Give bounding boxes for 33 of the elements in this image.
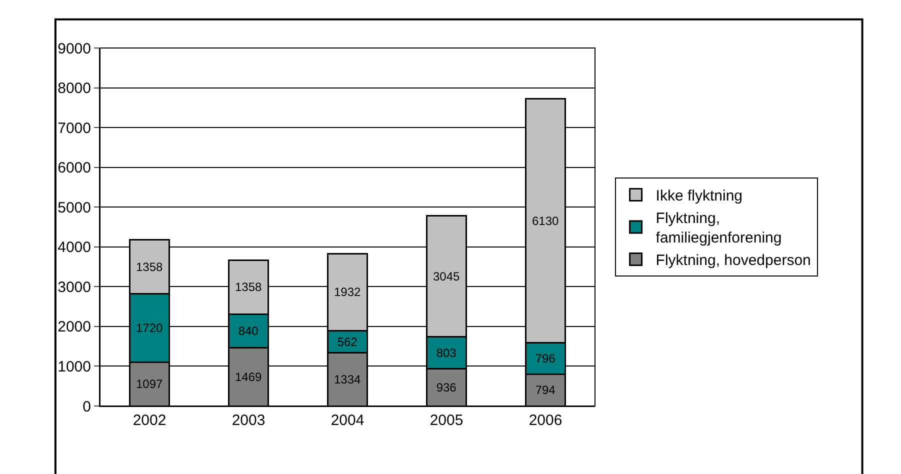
data-label: 1358 (136, 260, 164, 274)
y-tick-label: 6000 (58, 160, 91, 177)
data-label: 562 (337, 334, 358, 349)
y-tick-label: 9000 (58, 40, 91, 58)
x-tick-label: 2002 (132, 412, 166, 429)
legend-label: Flyktning, familiegjenforening (656, 210, 782, 247)
legend-label: Ikke flyktning (656, 188, 743, 205)
data-label: 1334 (334, 372, 362, 386)
data-label: 3045 (432, 269, 460, 284)
data-label: 1097 (136, 377, 164, 392)
data-label: 6130 (532, 214, 560, 228)
x-tick-label: 2006 (528, 412, 562, 429)
y-tick-label: 4000 (58, 239, 91, 256)
y-tick-label: 3000 (58, 278, 91, 296)
data-label: 1358 (234, 280, 262, 294)
y-tick-label: 7000 (58, 120, 91, 137)
data-label: 1932 (334, 285, 362, 300)
y-tick-label: 1000 (58, 358, 91, 376)
data-label: 794 (535, 383, 556, 398)
data-label: 796 (535, 352, 556, 366)
y-tick-label: 2000 (58, 318, 91, 336)
data-label: 1720 (136, 321, 164, 336)
x-tick-label: 2003 (232, 412, 266, 429)
y-tick-label: 0 (82, 398, 91, 416)
x-tick-label: 2005 (430, 412, 464, 429)
legend-label: Flyktning, hovedperson (656, 252, 811, 270)
data-label: 1469 (234, 370, 262, 384)
data-label: 803 (436, 346, 457, 360)
x-tick-label: 2004 (330, 412, 364, 429)
y-tick-label: 5000 (58, 199, 91, 216)
y-tick-label: 8000 (58, 80, 91, 98)
data-label: 936 (436, 380, 457, 394)
data-label: 840 (238, 324, 259, 338)
